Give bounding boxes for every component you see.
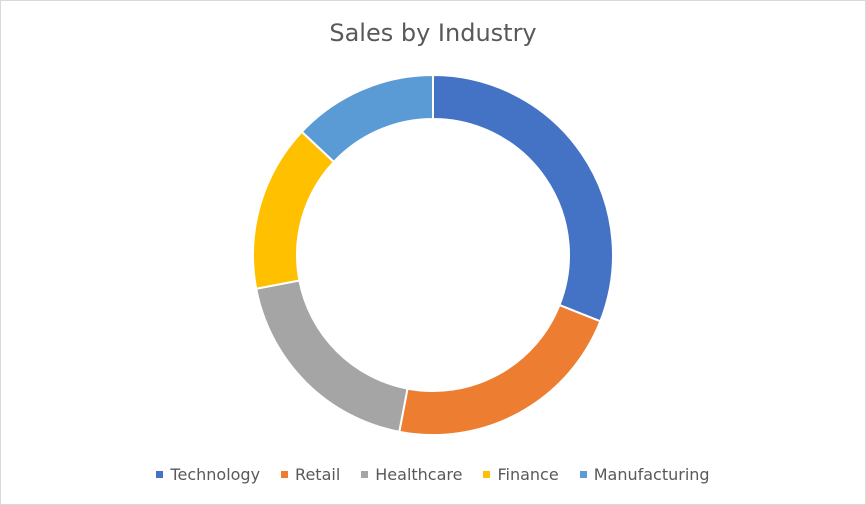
slice-healthcare	[255, 279, 409, 433]
legend-swatch	[483, 471, 491, 478]
legend-swatch	[156, 471, 164, 478]
legend-item-healthcare: Healthcare	[361, 465, 462, 484]
slice-manufacturing	[300, 73, 434, 164]
legend-label: Manufacturing	[593, 465, 710, 484]
slice-technology	[432, 73, 614, 323]
legend-label: Retail	[295, 465, 341, 484]
legend-item-manufacturing: Manufacturing	[579, 465, 710, 484]
slice-retail	[398, 303, 602, 436]
legend-label: Technology	[170, 465, 261, 484]
legend-item-technology: Technology	[156, 465, 260, 484]
legend-item-retail: Retail	[281, 465, 340, 484]
legend-swatch	[281, 471, 289, 478]
legend-item-finance: Finance	[483, 465, 559, 484]
legend-label: Healthcare	[375, 465, 463, 484]
legend-swatch	[361, 471, 369, 478]
legend: Technology Retail Healthcare Finance Manufac…	[1, 465, 865, 484]
legend-swatch	[579, 471, 587, 478]
slice-finance	[252, 130, 336, 290]
legend-label: Finance	[497, 465, 559, 484]
chart-title: Sales by Industry	[329, 19, 537, 47]
